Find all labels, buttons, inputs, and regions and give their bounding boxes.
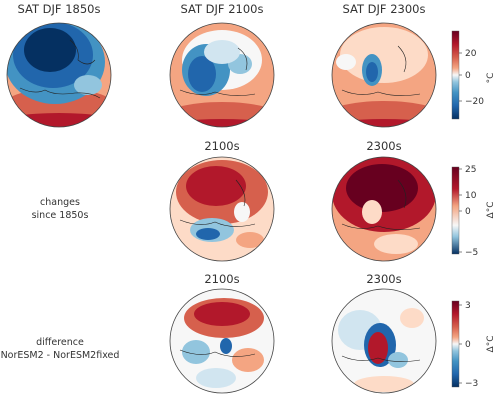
polar-map-r1c2 xyxy=(170,23,274,127)
panel-title-r3c2: 2100s xyxy=(204,272,239,286)
polar-map-r3c2 xyxy=(170,289,274,393)
polar-map-outline-r3c3 xyxy=(331,288,437,394)
colorbar-diff-tick-0: 0 xyxy=(465,340,471,350)
polar-map-r1c1 xyxy=(7,23,111,127)
colorbar-sat: 20 0 −20 °C xyxy=(451,30,496,120)
panel-title-r2c2: 2100s xyxy=(204,139,239,153)
colorbar-diff: 3 0 −3 Δ°C xyxy=(451,300,496,389)
polar-map-outline-r1c3 xyxy=(331,22,437,128)
colorbar-diff-unit: Δ°C xyxy=(486,336,496,353)
panel-title-r3c3: 2300s xyxy=(366,272,401,286)
colorbar-change-tick-0: 0 xyxy=(465,207,471,217)
colorbar-sat-tick-minus20: −20 xyxy=(465,97,484,107)
polar-map-r2c2 xyxy=(170,157,274,261)
row-label-changes-line2: since 1850s xyxy=(32,210,89,221)
row-label-changes-line1: changes xyxy=(40,197,80,208)
colorbar-sat-tick-0: 0 xyxy=(465,71,471,81)
panel-title-r1c1: SAT DJF 1850s xyxy=(18,2,101,16)
polar-map-r2c3 xyxy=(332,157,436,261)
polar-map-outline-r2c3 xyxy=(331,156,437,262)
polar-map-r3c3 xyxy=(332,289,436,393)
colorbar-change-tick-minus5: −5 xyxy=(465,248,478,258)
panel-title-r1c2: SAT DJF 2100s xyxy=(181,2,264,16)
colorbar-diff-tick-3: 3 xyxy=(465,301,471,311)
panel-title-r1c3: SAT DJF 2300s xyxy=(343,2,426,16)
colorbar-change-unit: Δ°C xyxy=(486,202,496,219)
colorbar-change-tick-10: 10 xyxy=(465,191,477,201)
colorbar-sat-tick-20: 20 xyxy=(465,49,477,59)
colorbar-change: 25 10 0 −5 Δ°C xyxy=(451,165,496,258)
colorbar-diff-tick-minus3: −3 xyxy=(465,379,478,389)
colorbar-sat-unit: °C xyxy=(486,73,496,84)
panel-title-r2c3: 2300s xyxy=(366,139,401,153)
colorbar-change-tick-25: 25 xyxy=(465,165,476,175)
polar-map-outline-r2c2 xyxy=(169,156,275,262)
row-label-difference-line1: difference xyxy=(36,337,84,348)
polar-map-outline-r3c2 xyxy=(169,288,275,394)
row-label-difference-line2: NorESM2 - NorESM2fixed xyxy=(1,350,120,361)
polar-map-r1c3 xyxy=(332,23,436,127)
polar-map-outline-r1c2 xyxy=(169,22,275,128)
polar-map-outline-r1c1 xyxy=(6,22,112,128)
